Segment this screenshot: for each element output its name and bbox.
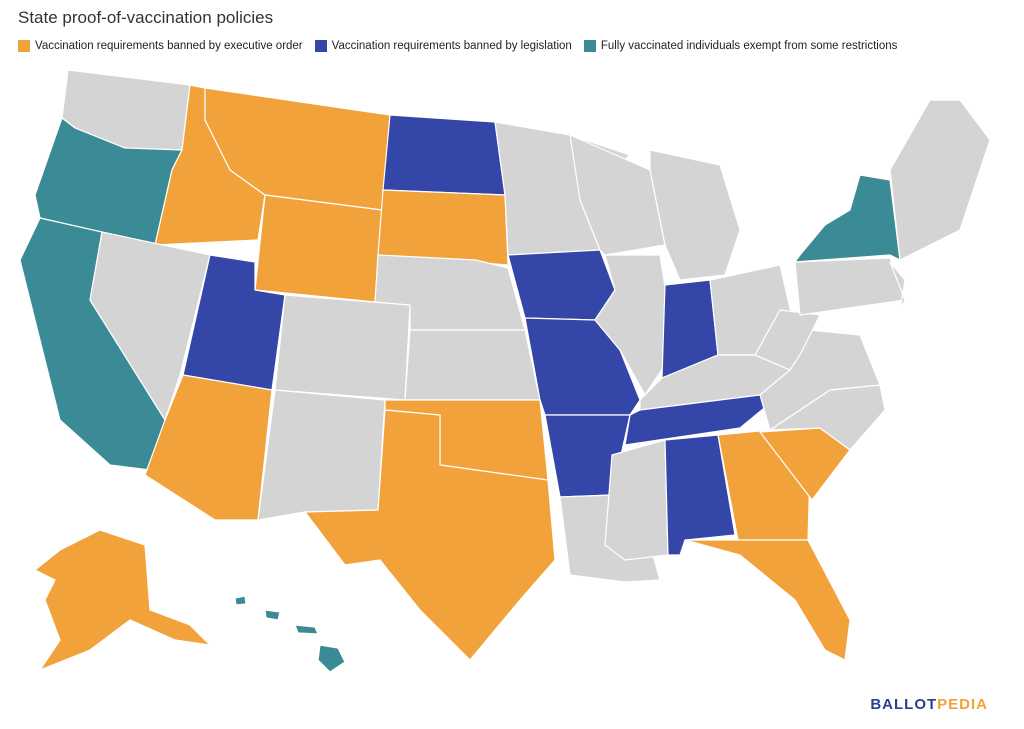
- state: [303, 409, 556, 661]
- legend-swatch: [18, 40, 30, 52]
- state: [144, 374, 273, 521]
- state: [604, 439, 669, 561]
- state: [594, 254, 676, 397]
- state: [264, 609, 281, 621]
- state: [254, 194, 383, 303]
- legend-item: Fully vaccinated individuals exempt from…: [583, 40, 898, 52]
- legend-swatch: [314, 40, 327, 52]
- legend-label: Vaccination requirements banned by legis…: [331, 40, 572, 52]
- state: [257, 389, 386, 521]
- state: [382, 114, 506, 196]
- state: [507, 249, 616, 321]
- state: [889, 99, 991, 261]
- state: [33, 529, 212, 672]
- state: [294, 624, 319, 635]
- state: [754, 309, 821, 371]
- state: [889, 261, 906, 311]
- state: [89, 231, 211, 422]
- legend-item: Vaccination requirements banned by execu…: [18, 40, 303, 52]
- legend-label: Vaccination requirements banned by execu…: [35, 40, 303, 52]
- state: [317, 644, 346, 673]
- logo-part: BALLOT: [870, 696, 938, 713]
- state: [684, 539, 851, 661]
- logo-part: PEDIA: [937, 696, 988, 713]
- state: [377, 189, 509, 266]
- state: [234, 595, 247, 606]
- state: [794, 257, 906, 316]
- legend-swatch: [583, 40, 596, 52]
- state: [793, 174, 901, 263]
- logo: BALLOTPEDIA: [870, 696, 988, 713]
- legend-label: Fully vaccinated individuals exempt from…: [600, 40, 898, 52]
- state: [649, 149, 741, 281]
- state: [404, 329, 541, 401]
- legend: Vaccination requirements banned by execu…: [18, 40, 897, 52]
- state: [274, 294, 411, 401]
- legend-item: Vaccination requirements banned by legis…: [314, 40, 572, 52]
- title: State proof-of-vaccination policies: [18, 8, 274, 27]
